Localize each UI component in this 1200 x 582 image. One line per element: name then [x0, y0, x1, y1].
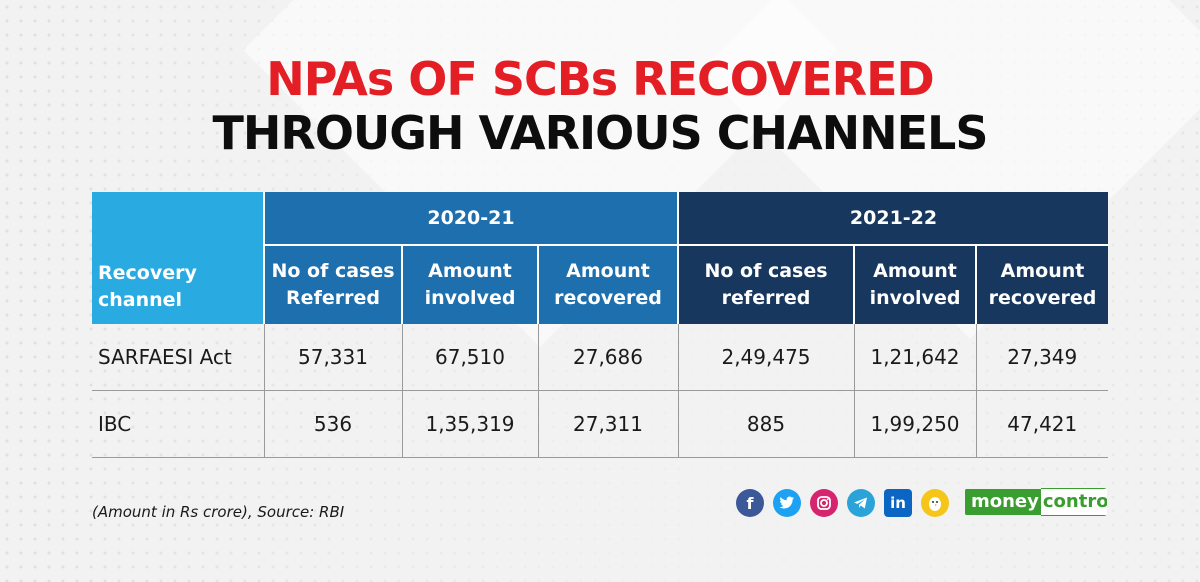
- table-cell: 47,421: [976, 390, 1109, 458]
- table-cell: 1,21,642: [854, 324, 977, 391]
- recovery-table: Recovery channel 2020-21 2021-22 No of c…: [92, 192, 1109, 458]
- instagram-icon[interactable]: [810, 489, 838, 517]
- table-cell: 536: [264, 390, 403, 458]
- row-channel: SARFAESI Act: [92, 324, 265, 391]
- header-cases-2020: No of cases Referred: [264, 245, 403, 324]
- moneycontrol-logo: moneycontrol: [965, 488, 1107, 516]
- header-recovered-2020: Amount recovered: [538, 245, 679, 324]
- header-year-2021-22: 2021-22: [678, 192, 1109, 246]
- table-cell: 1,35,319: [402, 390, 539, 458]
- brand-part-1: money: [965, 489, 1041, 515]
- table-cell: 2,49,475: [678, 324, 855, 391]
- table-row: SARFAESI Act 57,331 67,510 27,686 2,49,4…: [92, 324, 1109, 391]
- header-involved-2020: Amount involved: [402, 245, 539, 324]
- table-row: IBC 536 1,35,319 27,311 885 1,99,250 47,…: [92, 390, 1109, 458]
- telegram-icon[interactable]: [847, 489, 875, 517]
- social-icons: f in: [736, 488, 958, 518]
- koo-icon[interactable]: [921, 489, 949, 517]
- header-recovery-channel: Recovery channel: [92, 192, 265, 324]
- brand-part-2: control: [1040, 488, 1107, 516]
- header-involved-2021: Amount involved: [854, 245, 977, 324]
- table-cell: 1,99,250: [854, 390, 977, 458]
- table-cell: 27,311: [538, 390, 679, 458]
- table-cell: 57,331: [264, 324, 403, 391]
- header-recovered-2021: Amount recovered: [976, 245, 1109, 324]
- title-line-1: NPAs OF SCBs RECOVERED: [266, 52, 934, 106]
- table-cell: 27,349: [976, 324, 1109, 391]
- table-cell: 27,686: [538, 324, 679, 391]
- table-cell: 67,510: [402, 324, 539, 391]
- source-note: (Amount in Rs crore), Source: RBI: [92, 503, 345, 521]
- header-cases-2021: No of cases referred: [678, 245, 855, 324]
- header-year-2020-21: 2020-21: [264, 192, 679, 246]
- table-cell: 885: [678, 390, 855, 458]
- twitter-icon[interactable]: [773, 489, 801, 517]
- row-channel: IBC: [92, 390, 265, 458]
- facebook-icon[interactable]: f: [736, 489, 764, 517]
- linkedin-icon[interactable]: in: [884, 489, 912, 517]
- title-line-2: THROUGH VARIOUS CHANNELS: [212, 106, 989, 160]
